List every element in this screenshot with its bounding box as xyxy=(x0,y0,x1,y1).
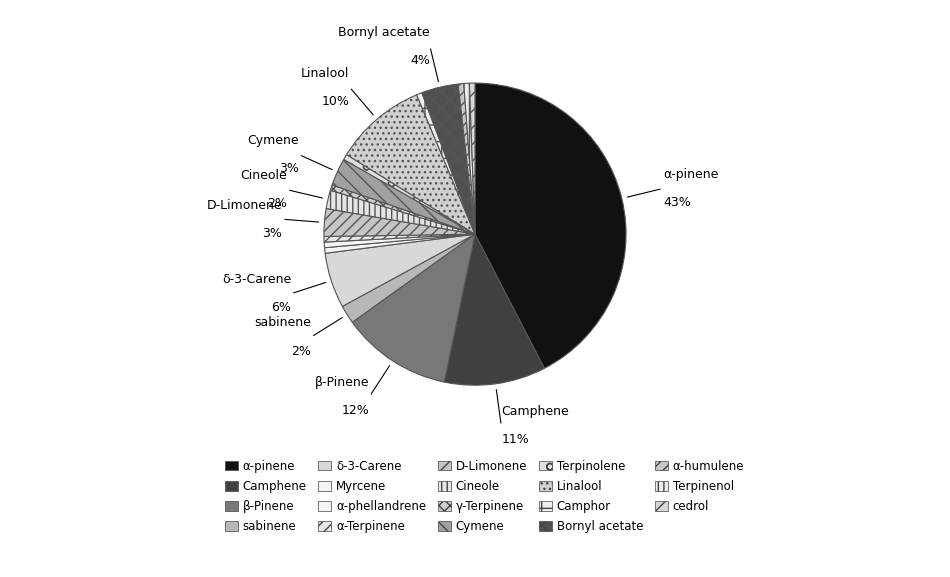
Text: Cymene: Cymene xyxy=(247,134,299,147)
Wedge shape xyxy=(417,93,475,234)
Wedge shape xyxy=(458,84,475,234)
Wedge shape xyxy=(331,185,475,234)
Wedge shape xyxy=(332,159,475,234)
Wedge shape xyxy=(352,234,475,382)
Wedge shape xyxy=(344,155,475,234)
Text: sabinene: sabinene xyxy=(255,316,312,329)
Legend: α-pinene, Camphene, β-Pinene, sabinene, δ-3-Carene, Myrcene, α-phellandrene, α-T: α-pinene, Camphene, β-Pinene, sabinene, … xyxy=(221,456,748,537)
Wedge shape xyxy=(325,234,475,253)
Text: 2%: 2% xyxy=(292,344,312,358)
Text: 4%: 4% xyxy=(410,54,430,67)
Wedge shape xyxy=(422,84,475,234)
Text: 43%: 43% xyxy=(663,196,691,209)
Text: 3%: 3% xyxy=(279,162,299,175)
Wedge shape xyxy=(347,95,475,234)
Text: α-pinene: α-pinene xyxy=(663,168,718,181)
Text: 11%: 11% xyxy=(502,433,529,446)
Text: 3%: 3% xyxy=(262,227,282,240)
Text: β-Pinene: β-Pinene xyxy=(315,376,370,389)
Wedge shape xyxy=(464,83,475,234)
Wedge shape xyxy=(326,190,475,234)
Text: 6%: 6% xyxy=(271,301,291,314)
Wedge shape xyxy=(475,83,626,368)
Text: 10%: 10% xyxy=(322,95,350,108)
Wedge shape xyxy=(324,234,475,242)
Wedge shape xyxy=(469,83,475,234)
Wedge shape xyxy=(324,234,475,248)
Text: Linalool: Linalool xyxy=(301,66,350,80)
Text: Bornyl acetate: Bornyl acetate xyxy=(338,25,430,39)
Wedge shape xyxy=(342,234,475,323)
Wedge shape xyxy=(445,234,544,385)
Text: 12%: 12% xyxy=(342,404,370,417)
Text: D-Limonene: D-Limonene xyxy=(206,198,282,212)
Text: Cineole: Cineole xyxy=(240,169,287,182)
Wedge shape xyxy=(325,234,475,306)
Text: 2%: 2% xyxy=(267,197,287,210)
Text: Camphene: Camphene xyxy=(502,405,569,418)
Text: δ-3-Carene: δ-3-Carene xyxy=(221,273,291,286)
Wedge shape xyxy=(324,208,475,237)
